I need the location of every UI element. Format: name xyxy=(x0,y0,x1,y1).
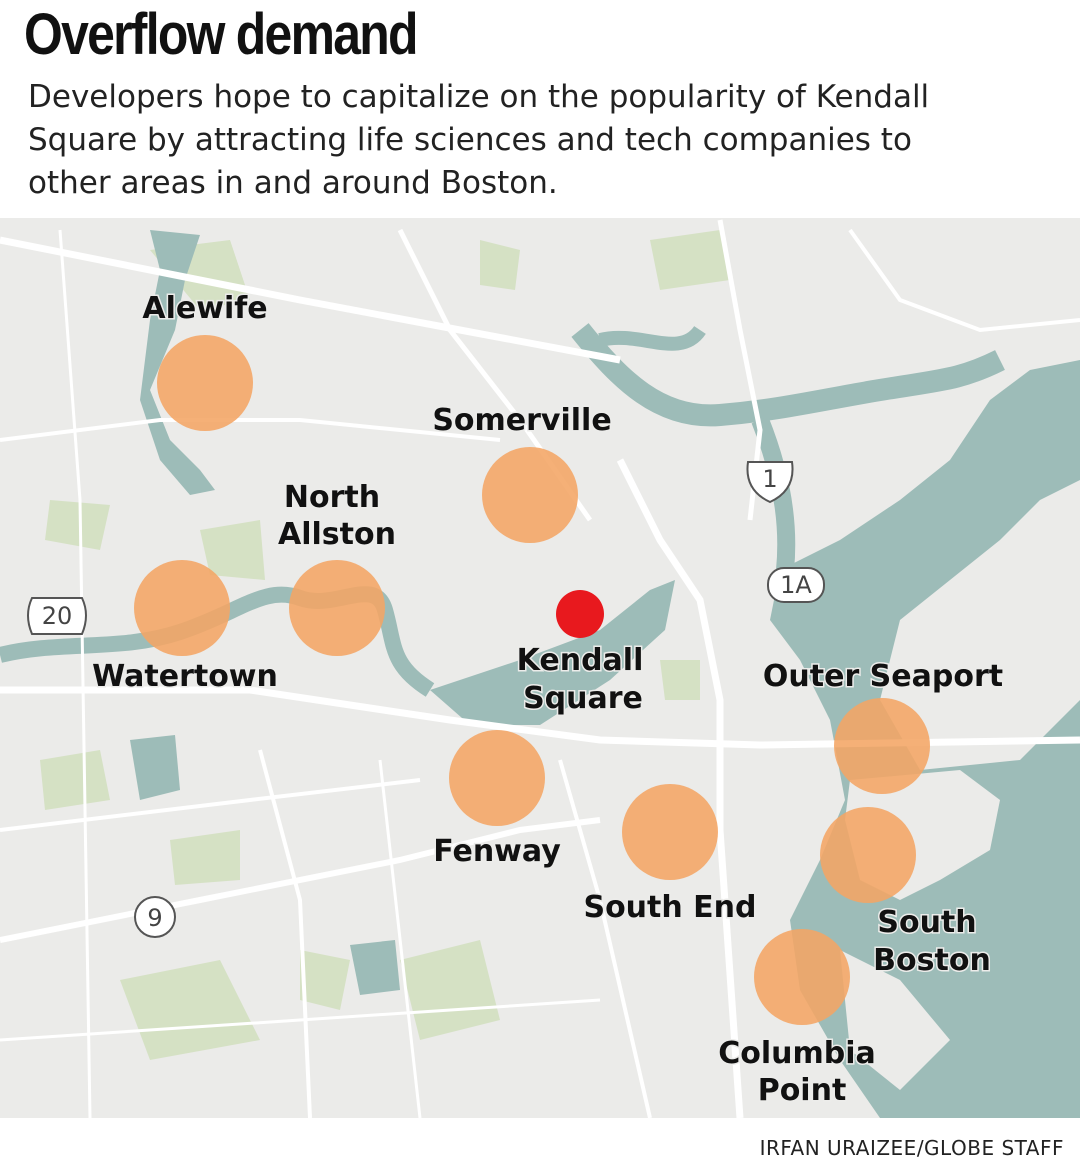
place-label: Fenway xyxy=(433,834,561,869)
place-label: Alewife xyxy=(142,291,267,326)
place-marker xyxy=(834,698,930,794)
place-label: Somerville xyxy=(432,403,611,438)
subtitle: Developers hope to capitalize on the pop… xyxy=(28,76,929,205)
place-marker xyxy=(157,335,253,431)
place-label: Columbia xyxy=(718,1036,876,1071)
place-label: Watertown xyxy=(92,659,278,694)
shield xyxy=(767,567,825,603)
place-label: Allston xyxy=(278,517,396,552)
place-label: North xyxy=(284,480,380,515)
shield xyxy=(746,461,794,504)
shield-label: 1 xyxy=(762,465,777,493)
place-label: Point xyxy=(758,1073,847,1108)
place-label: South End xyxy=(583,890,756,925)
subtitle-line: other areas in and around Boston. xyxy=(28,165,558,201)
title: Overflow demand xyxy=(24,2,418,67)
place-marker xyxy=(482,447,578,543)
place-marker xyxy=(449,730,545,826)
subtitle-line: Developers hope to capitalize on the pop… xyxy=(28,79,930,115)
credit: IRFAN URAIZEE/GLOBE STAFF xyxy=(759,1136,1064,1160)
place-markers xyxy=(134,335,930,1025)
place-label: South xyxy=(877,905,976,940)
place-label: Square xyxy=(523,681,643,716)
roads xyxy=(0,219,1080,1118)
parks xyxy=(40,230,730,1060)
place-marker xyxy=(289,560,385,656)
place-marker xyxy=(622,784,718,880)
place-label: Boston xyxy=(873,943,991,978)
place-labels: Alewife Somerville North Allston Waterto… xyxy=(91,290,1005,1110)
place-marker xyxy=(754,929,850,1025)
place-label: Outer Seaport xyxy=(763,659,1003,694)
shield-label: 20 xyxy=(42,602,73,630)
shield-label: 1A xyxy=(780,571,812,599)
place-marker xyxy=(820,807,916,903)
highway-shields: 20 1 1A 9 xyxy=(27,461,825,938)
subtitle-line: Square by attracting life sciences and t… xyxy=(28,122,912,158)
shield xyxy=(27,597,87,635)
place-label: Kendall xyxy=(517,643,644,678)
shield xyxy=(134,896,176,938)
place-marker xyxy=(134,560,230,656)
map: 20 1 1A 9 Alewife Somerville North Allst… xyxy=(0,218,1080,1118)
shield-label: 9 xyxy=(147,904,162,932)
kendall-marker xyxy=(556,590,604,638)
